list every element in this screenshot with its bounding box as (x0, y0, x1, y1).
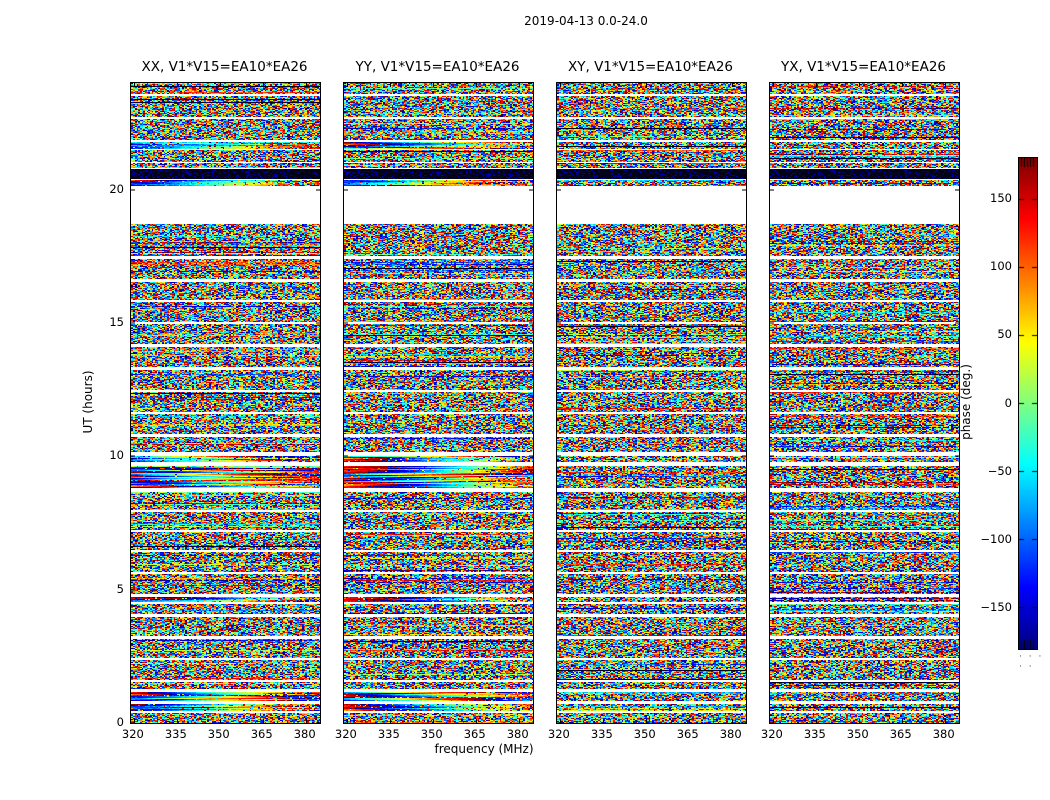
panel-title-yy: YY, V1*V15=EA10*EA26 (355, 59, 520, 75)
x-tick-label: 320 (334, 727, 357, 741)
y-tick-label: 5 (116, 581, 124, 596)
x-tick-label: 320 (121, 727, 144, 741)
x-tick-label: 365 (889, 727, 912, 741)
y-tick-label: 20 (109, 181, 124, 196)
phase-image-yy (344, 83, 533, 723)
figure-suptitle: 2019-04-13 0.0-24.0 (524, 14, 648, 28)
panel-title-xy: XY, V1*V15=EA10*EA26 (567, 59, 734, 75)
y-axis-label: UT (hours) (81, 370, 95, 434)
x-tick-label: 335 (590, 727, 613, 741)
x-tick-label: 350 (207, 727, 230, 741)
panel-title-xx: XX, V1*V15=EA10*EA26 (141, 59, 308, 75)
x-tick-label: 350 (633, 727, 656, 741)
x-tick-label: 365 (676, 727, 699, 741)
colorbar-tick-label: 0 (1004, 395, 1012, 410)
colorbar-tick-label: −150 (980, 600, 1012, 615)
phase-image-xx (131, 83, 320, 723)
x-tick-label: 365 (463, 727, 486, 741)
y-tick-label: 15 (109, 315, 124, 329)
x-tick-label: 350 (846, 727, 869, 741)
x-tick-label: 350 (420, 727, 443, 741)
colorbar-tick-label: −50 (987, 463, 1012, 478)
x-tick-label: 335 (803, 727, 826, 741)
waterfall-plot-yx[interactable] (769, 82, 960, 724)
waterfall-plot-yy[interactable] (343, 82, 534, 724)
colorbar[interactable] (1018, 157, 1038, 650)
x-tick-label: 380 (719, 727, 742, 741)
y-tick-label: 0 (116, 715, 124, 729)
phase-image-yx (770, 83, 959, 723)
colorbar-tick-label: 100 (990, 259, 1012, 274)
x-axis-label: frequency (MHz) (434, 742, 534, 756)
colorbar-tick-label: 150 (990, 190, 1012, 205)
colorbar-gradient (1019, 158, 1037, 649)
x-tick-label: 380 (932, 727, 955, 741)
x-tick-label: 335 (164, 727, 187, 741)
colorbar-tick-label: 50 (997, 327, 1012, 342)
waterfall-plot-xy[interactable] (556, 82, 747, 724)
x-tick-label: 320 (547, 727, 570, 741)
colorbar-label: phase (deg.) (959, 364, 973, 440)
colorbar-underflow-dots: · · · · · (1019, 652, 1044, 672)
y-tick-label: 10 (109, 448, 124, 463)
x-tick-label: 365 (250, 727, 273, 741)
x-tick-label: 320 (760, 727, 783, 741)
x-tick-label: 335 (377, 727, 400, 741)
phase-image-xy (557, 83, 746, 723)
colorbar-tick-label: −100 (980, 531, 1012, 546)
waterfall-plot-xx[interactable] (130, 82, 321, 724)
panel-title-yx: YX, V1*V15=EA10*EA26 (780, 59, 947, 75)
x-tick-label: 380 (293, 727, 316, 741)
x-tick-label: 380 (506, 727, 529, 741)
